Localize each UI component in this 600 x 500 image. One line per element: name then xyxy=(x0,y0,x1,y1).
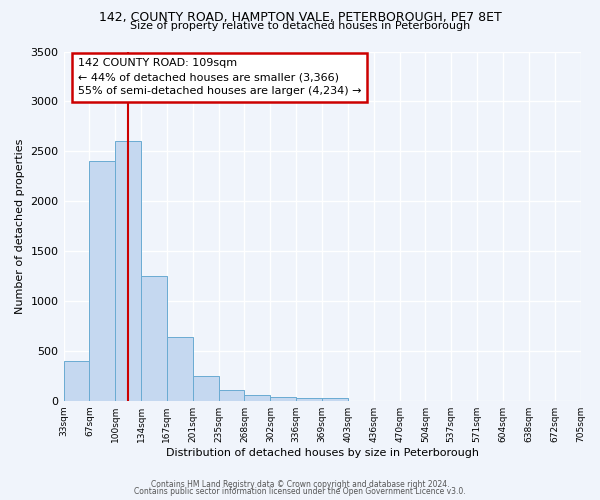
Bar xyxy=(115,142,141,400)
Text: 142, COUNTY ROAD, HAMPTON VALE, PETERBOROUGH, PE7 8ET: 142, COUNTY ROAD, HAMPTON VALE, PETERBOR… xyxy=(98,11,502,24)
Y-axis label: Number of detached properties: Number of detached properties xyxy=(15,138,25,314)
Bar xyxy=(193,376,218,400)
Bar xyxy=(296,398,322,400)
Bar xyxy=(141,276,167,400)
Text: 142 COUNTY ROAD: 109sqm
← 44% of detached houses are smaller (3,366)
55% of semi: 142 COUNTY ROAD: 109sqm ← 44% of detache… xyxy=(78,58,361,96)
Bar xyxy=(271,396,296,400)
Bar xyxy=(167,337,193,400)
Text: Contains HM Land Registry data © Crown copyright and database right 2024.: Contains HM Land Registry data © Crown c… xyxy=(151,480,449,489)
Text: Size of property relative to detached houses in Peterborough: Size of property relative to detached ho… xyxy=(130,21,470,31)
Bar xyxy=(244,395,271,400)
Bar xyxy=(64,361,89,401)
Text: Contains public sector information licensed under the Open Government Licence v3: Contains public sector information licen… xyxy=(134,487,466,496)
Bar xyxy=(322,398,348,400)
Bar xyxy=(218,390,244,400)
X-axis label: Distribution of detached houses by size in Peterborough: Distribution of detached houses by size … xyxy=(166,448,479,458)
Bar xyxy=(89,162,115,400)
